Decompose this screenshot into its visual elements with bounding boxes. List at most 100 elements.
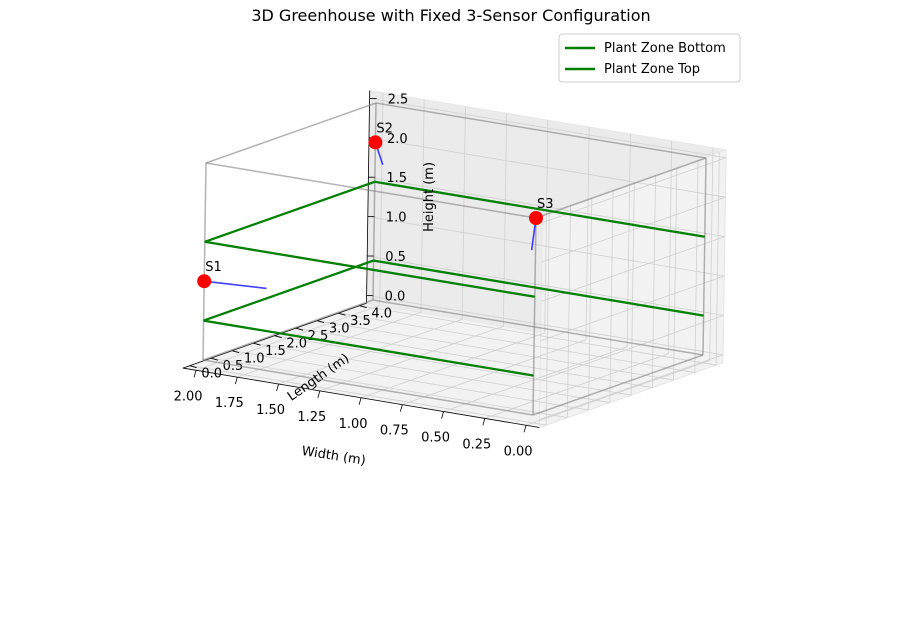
y-tick-mark: [338, 312, 346, 316]
box-edge: [202, 359, 534, 416]
y-tick-label: 4.0: [371, 307, 392, 322]
x-tick-mark: [234, 377, 238, 385]
x-tick-mark: [441, 411, 444, 419]
z-tick-label: 0.0: [385, 289, 406, 304]
box-edge: [532, 354, 704, 416]
box-edge: [702, 157, 707, 356]
x-axis-line: [182, 367, 540, 428]
x-tick-mark: [482, 418, 486, 426]
grid-line-y-floor: [232, 350, 589, 411]
grid-line-z-left: [539, 354, 724, 420]
x-tick-label: 1.50: [256, 403, 285, 418]
grid-line-z-left: [541, 196, 726, 263]
box-edge: [205, 162, 537, 219]
box-edge: [202, 299, 374, 361]
box-edge: [202, 162, 207, 361]
y-tick-label: 1.0: [244, 352, 265, 367]
box-edge: [532, 217, 537, 416]
grid-line-x-back: [668, 140, 673, 354]
y-tick-label: 1.5: [265, 344, 286, 359]
grid-line-y-left: [651, 174, 656, 388]
sensor-s1-direction: [204, 280, 267, 290]
sensor-s2-label: S2: [376, 121, 393, 136]
grid-line-y-left: [588, 197, 593, 411]
x-tick-mark: [358, 397, 362, 405]
grid-line-y-floor: [274, 335, 632, 396]
y-tick-mark: [359, 305, 367, 309]
y-tick-mark: [232, 350, 240, 354]
greenhouse-box: [202, 102, 707, 416]
x-axis-label: Width (m): [300, 444, 366, 469]
y-tick-label: 0.5: [223, 359, 244, 374]
legend-label-top: Plant Zone Top: [604, 62, 700, 77]
legend: Plant Zone Bottom Plant Zone Top: [558, 33, 741, 83]
grid-line-x-back: [585, 127, 590, 340]
y-tick-label: 3.0: [329, 322, 350, 337]
plant-zones: [203, 180, 705, 377]
grid-line-x-back: [626, 133, 631, 347]
grid-line-z-left: [540, 275, 725, 342]
grid-line-y-left: [566, 204, 571, 418]
grid-line-z-back: [368, 176, 725, 237]
y-tick-mark: [210, 357, 219, 361]
y-tick-label: 2.0: [286, 337, 307, 352]
z-tick-label: 0.5: [385, 250, 406, 265]
y-tick-label: 3.5: [350, 314, 371, 329]
sensor-s3-label: S3: [537, 197, 554, 212]
sensors: S1 S2 S3: [197, 121, 554, 290]
x-tick-label: 0.25: [462, 437, 491, 452]
grid-line-z-back: [367, 255, 724, 316]
axis-ticks: 0.00 0.25 0.50 0.75 1.00 1.25 1.50 1.75 2.00 0.0 0…: [174, 92, 533, 459]
x-tick-label: 0.50: [421, 431, 450, 446]
chart-title: 3D Greenhouse with Fixed 3-Sensor Config…: [251, 6, 650, 25]
x-tick-label: 1.25: [297, 410, 326, 425]
grid-line-z-back: [368, 137, 726, 198]
z-tick-label: 1.5: [386, 171, 407, 186]
grid-line-y-floor: [359, 305, 717, 366]
plant-zone-bottom-line: [203, 259, 704, 377]
grid-line-y-left: [694, 159, 699, 373]
grid-line-z-left: [541, 236, 725, 302]
x-tick-mark: [276, 383, 279, 392]
grid-line-z-left: [539, 315, 724, 381]
box-edge: [535, 157, 707, 219]
grid-line-z-back: [367, 216, 725, 277]
x-tick-label: 1.75: [215, 396, 244, 411]
legend-frame: [558, 33, 741, 83]
sensor-s1-label: S1: [205, 260, 222, 275]
z-tick-label: 2.5: [388, 92, 409, 107]
z-tick-label: 2.0: [387, 132, 408, 147]
grid-line-y-floor: [317, 320, 674, 381]
y-tick-mark: [189, 365, 197, 369]
x-tick-label: 0.00: [504, 444, 533, 459]
x-tick-mark: [317, 390, 321, 399]
grid-line-y-left: [609, 189, 614, 403]
grid-line-y-floor: [338, 312, 695, 373]
box-edge: [375, 102, 707, 159]
plant-zone-top-line: [204, 180, 705, 298]
y-tick-mark: [253, 342, 261, 346]
y-tick-mark: [317, 320, 325, 324]
z-axis-label: Height (m): [422, 162, 437, 232]
x-tick-label: 1.00: [339, 417, 368, 432]
x-tick-mark: [193, 370, 197, 378]
sensor-s3-marker: [529, 211, 543, 225]
grid-line-y-left: [545, 212, 550, 426]
y-tick-mark: [274, 335, 282, 339]
grid-line-z-back: [366, 295, 724, 356]
grid-line-y-left: [673, 167, 678, 381]
grid-line-y-floor: [295, 327, 653, 388]
x-tick-label: 2.00: [174, 389, 203, 404]
legend-label-bottom: Plant Zone Bottom: [604, 41, 726, 56]
y-tick-mark: [295, 327, 304, 331]
x-tick-label: 0.75: [380, 424, 409, 439]
z-tick-label: 1.0: [386, 211, 407, 226]
grid-line-y-floor: [253, 342, 610, 403]
sensor-s1-marker: [197, 274, 212, 289]
grid-line-y-floor: [189, 365, 547, 426]
grid-line-y-left: [630, 182, 635, 396]
x-tick-mark: [399, 404, 403, 412]
box-edge: [372, 299, 704, 356]
grid-line-z-back: [369, 98, 727, 159]
